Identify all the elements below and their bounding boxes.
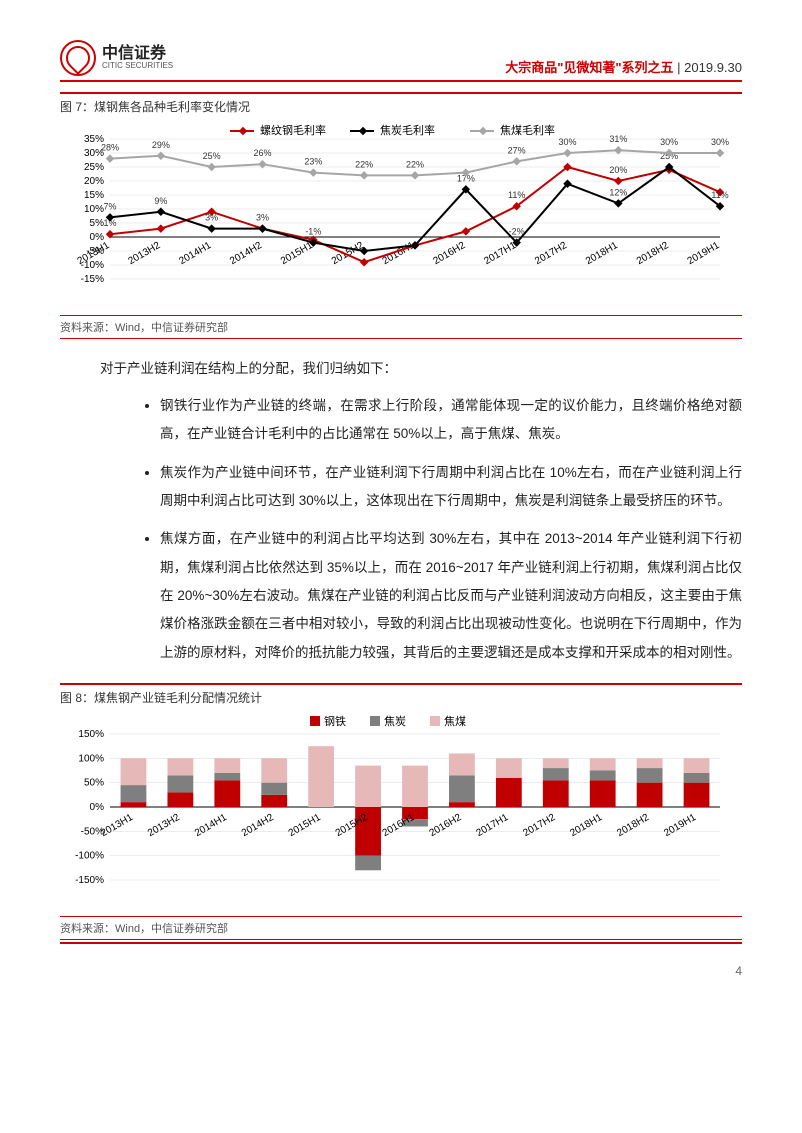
svg-text:11%: 11%: [508, 190, 525, 200]
svg-text:2019H1: 2019H1: [686, 240, 722, 267]
svg-text:9%: 9%: [154, 196, 167, 206]
svg-text:25%: 25%: [84, 162, 104, 173]
intro-text: 对于产业链利润在结构上的分配，我们归纳如下：: [100, 355, 742, 382]
bullet-item: 钢铁行业作为产业链的终端，在需求上行阶段，通常能体现一定的议价能力，且终端价格绝…: [160, 392, 742, 449]
fig7-chart: -15%-10%-5%0%5%10%15%20%25%30%35%2013H12…: [60, 119, 742, 309]
svg-text:2017H1: 2017H1: [482, 240, 518, 267]
svg-text:-2%: -2%: [509, 227, 525, 237]
svg-text:-100%: -100%: [75, 851, 104, 862]
svg-text:3%: 3%: [205, 213, 218, 223]
svg-text:钢铁: 钢铁: [324, 715, 346, 728]
svg-text:2016H1: 2016H1: [381, 240, 417, 267]
svg-text:20%: 20%: [609, 165, 627, 175]
fig7-source: 资料来源：Wind，中信证券研究部: [60, 315, 742, 339]
svg-text:5%: 5%: [90, 218, 105, 229]
header-series: 大宗商品"见微知著"系列之五: [505, 60, 673, 75]
bullet-item: 焦炭作为产业链中间环节，在产业链利润下行周期中利润占比在 10%左右，而在产业链…: [160, 459, 742, 516]
svg-text:3%: 3%: [256, 213, 269, 223]
svg-text:2015H2: 2015H2: [330, 240, 366, 267]
svg-text:2013H2: 2013H2: [146, 812, 182, 839]
logo-icon: [60, 40, 96, 76]
logo-text-cn: 中信证券: [102, 46, 173, 62]
page: 中信证券 CITIC SECURITIES 大宗商品"见微知著"系列之五 | 2…: [0, 0, 802, 1008]
logo: 中信证券 CITIC SECURITIES: [60, 40, 173, 76]
svg-text:12%: 12%: [609, 187, 627, 197]
svg-text:焦煤: 焦煤: [444, 715, 466, 728]
header-date: 2019.9.30: [684, 60, 742, 75]
bottom-divider: [60, 942, 742, 944]
svg-text:螺纹钢毛利率: 螺纹钢毛利率: [260, 123, 326, 137]
svg-text:23%: 23%: [304, 157, 322, 167]
svg-text:31%: 31%: [609, 134, 627, 144]
svg-text:15%: 15%: [84, 190, 104, 201]
svg-text:-150%: -150%: [75, 875, 104, 886]
svg-text:10%: 10%: [84, 204, 104, 215]
svg-text:2014H2: 2014H2: [240, 812, 276, 839]
svg-text:2019H1: 2019H1: [662, 812, 698, 839]
svg-text:2018H1: 2018H1: [584, 240, 620, 267]
svg-text:28%: 28%: [101, 143, 119, 153]
svg-text:22%: 22%: [406, 159, 424, 169]
svg-text:2015H1: 2015H1: [279, 240, 315, 267]
svg-text:焦炭: 焦炭: [384, 715, 406, 728]
svg-text:焦煤毛利率: 焦煤毛利率: [500, 123, 555, 137]
svg-text:150%: 150%: [78, 729, 104, 740]
bullet-item: 焦煤方面，在产业链中的利润占比平均达到 30%左右，其中在 2013~2014 …: [160, 525, 742, 667]
svg-text:30%: 30%: [558, 137, 576, 147]
svg-text:2018H2: 2018H2: [615, 812, 651, 839]
svg-text:50%: 50%: [84, 778, 104, 789]
svg-text:25%: 25%: [203, 151, 221, 161]
svg-text:2017H2: 2017H2: [521, 812, 557, 839]
svg-text:26%: 26%: [253, 148, 271, 158]
page-number: 4: [60, 964, 742, 978]
svg-text:2016H2: 2016H2: [431, 240, 467, 267]
bullet-list: 钢铁行业作为产业链的终端，在需求上行阶段，通常能体现一定的议价能力，且终端价格绝…: [120, 392, 742, 667]
svg-text:2017H1: 2017H1: [475, 812, 511, 839]
svg-text:2014H2: 2014H2: [228, 240, 264, 267]
svg-text:11%: 11%: [711, 190, 728, 200]
header-title: 大宗商品"见微知著"系列之五 | 2019.9.30: [505, 57, 742, 76]
svg-text:100%: 100%: [78, 753, 104, 764]
svg-text:2014H1: 2014H1: [193, 812, 229, 839]
fig8-chart: -150%-100%-50%0%50%100%150%钢铁焦炭焦煤2013H12…: [60, 710, 742, 910]
svg-text:2013H2: 2013H2: [126, 240, 162, 267]
svg-text:29%: 29%: [152, 140, 170, 150]
svg-text:27%: 27%: [508, 145, 526, 155]
svg-text:-15%: -15%: [81, 274, 104, 285]
svg-text:2016H2: 2016H2: [428, 812, 464, 839]
svg-text:20%: 20%: [84, 176, 104, 187]
svg-text:2015H1: 2015H1: [287, 812, 323, 839]
logo-text-en: CITIC SECURITIES: [102, 62, 173, 70]
svg-text:7%: 7%: [103, 201, 116, 211]
svg-text:2018H1: 2018H1: [568, 812, 604, 839]
svg-text:0%: 0%: [90, 802, 105, 813]
fig8-title: 图 8：煤焦钢产业链毛利分配情况统计: [60, 683, 742, 706]
fig7-title: 图 7：煤钢焦各品种毛利率变化情况: [60, 92, 742, 115]
svg-text:-1%: -1%: [305, 227, 321, 237]
svg-text:2017H2: 2017H2: [533, 240, 569, 267]
svg-text:2014H1: 2014H1: [177, 240, 213, 267]
svg-text:2018H2: 2018H2: [635, 240, 671, 267]
svg-text:2013H1: 2013H1: [99, 812, 135, 839]
svg-text:30%: 30%: [660, 137, 678, 147]
fig8-source: 资料来源：Wind，中信证券研究部: [60, 916, 742, 940]
header: 中信证券 CITIC SECURITIES 大宗商品"见微知著"系列之五 | 2…: [60, 40, 742, 82]
svg-text:30%: 30%: [711, 137, 729, 147]
svg-text:焦炭毛利率: 焦炭毛利率: [380, 123, 435, 137]
svg-text:22%: 22%: [355, 159, 373, 169]
